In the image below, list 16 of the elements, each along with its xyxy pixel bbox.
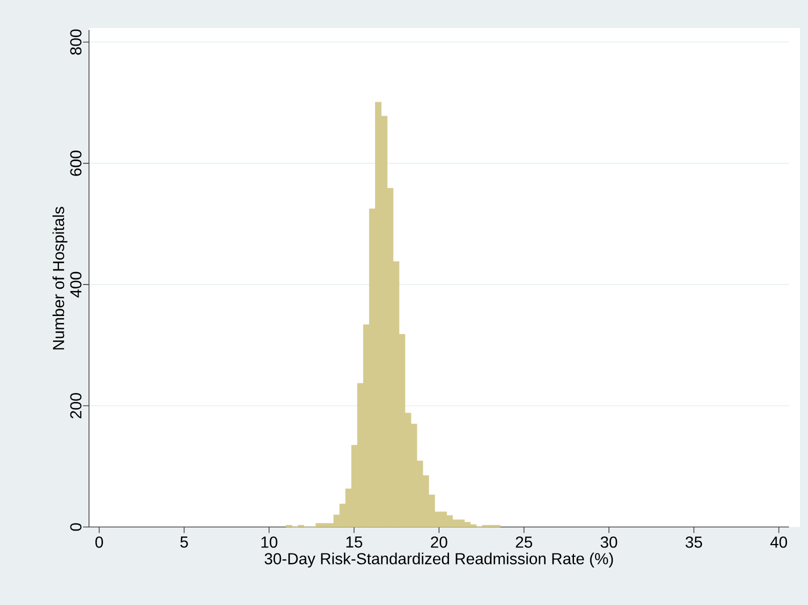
- y-tick-label: 400: [70, 272, 82, 298]
- x-tick-label: 40: [770, 536, 788, 548]
- x-tick-label: 10: [261, 536, 278, 548]
- x-tick-label: 25: [516, 536, 532, 548]
- y-axis-title: Number of Hospitals: [52, 206, 68, 350]
- x-tick-label: 20: [430, 536, 448, 548]
- y-tick-label: 600: [70, 150, 82, 176]
- x-tick-label: 0: [95, 536, 103, 548]
- x-tick-label: 30: [600, 536, 618, 548]
- x-tick-label: 5: [180, 536, 188, 548]
- x-tick-label: 15: [346, 536, 362, 548]
- y-tick-label: 0: [70, 523, 82, 531]
- y-tick-label: 800: [70, 29, 82, 55]
- y-tick-label: 200: [70, 393, 82, 418]
- x-axis-title: 30-Day Risk-Standardized Readmission Rate (%): [264, 552, 613, 568]
- x-tick-label: 35: [686, 536, 702, 548]
